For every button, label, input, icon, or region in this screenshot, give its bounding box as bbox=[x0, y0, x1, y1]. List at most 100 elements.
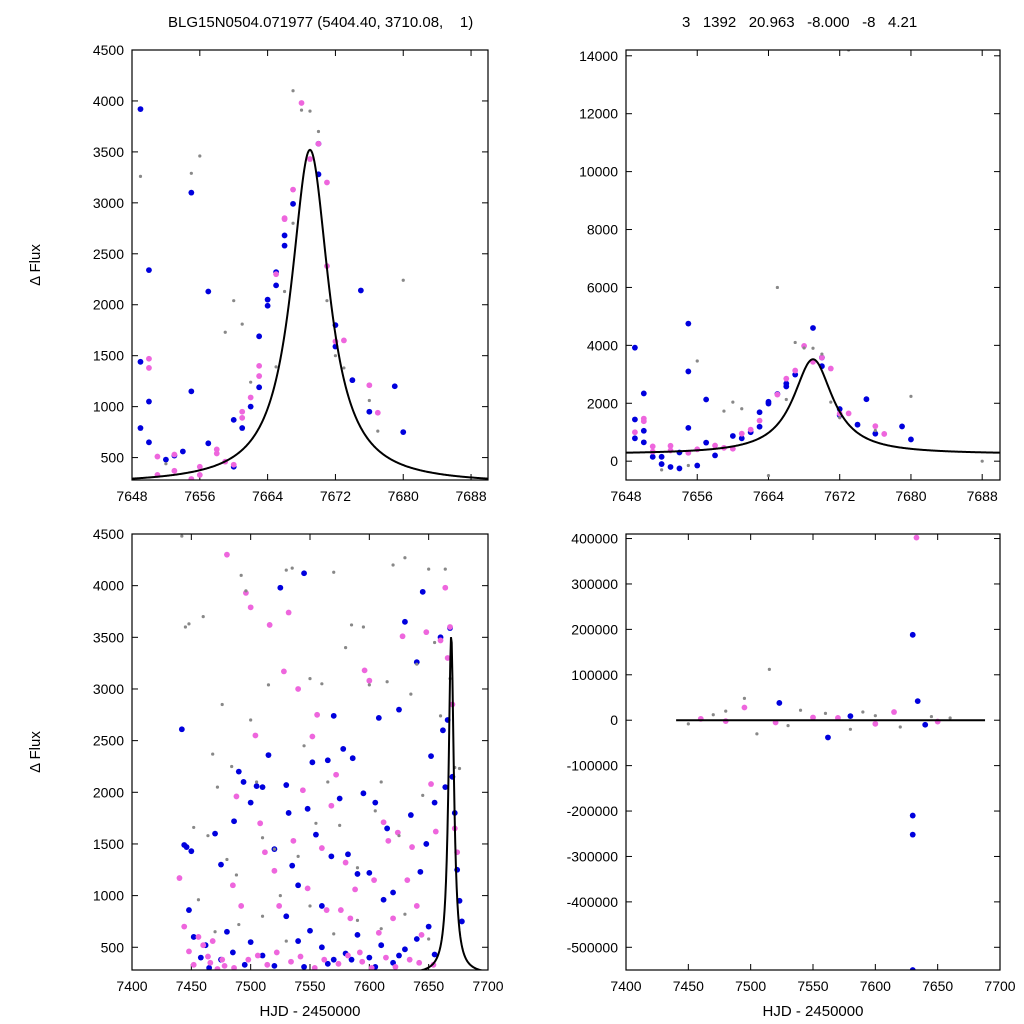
data-point bbox=[283, 782, 290, 788]
data-point bbox=[276, 903, 283, 909]
data-point bbox=[686, 722, 690, 726]
data-point bbox=[361, 667, 368, 674]
x-tick-label: 7700 bbox=[472, 978, 503, 994]
data-point bbox=[284, 568, 288, 572]
data-point bbox=[356, 949, 363, 956]
data-point bbox=[854, 421, 861, 428]
data-point bbox=[213, 930, 217, 934]
data-point bbox=[685, 424, 692, 431]
data-point bbox=[171, 451, 178, 458]
data-point bbox=[146, 439, 152, 446]
data-point bbox=[379, 927, 383, 931]
data-point bbox=[347, 915, 354, 922]
plot-frame bbox=[131, 533, 489, 971]
data-point bbox=[272, 847, 276, 851]
data-point bbox=[264, 302, 271, 309]
x-tick-label: 7400 bbox=[610, 978, 641, 994]
data-point bbox=[264, 296, 271, 303]
data-point bbox=[262, 849, 268, 856]
data-point bbox=[233, 793, 240, 800]
data-point bbox=[308, 904, 312, 908]
data-point bbox=[810, 714, 816, 721]
data-point bbox=[838, 416, 842, 420]
data-point bbox=[425, 923, 432, 930]
data-point bbox=[632, 429, 638, 436]
data-point bbox=[345, 851, 351, 858]
x-tick-label: 7672 bbox=[824, 488, 855, 504]
data-point bbox=[260, 914, 265, 918]
data-point bbox=[340, 746, 347, 752]
x-tick-label: 7680 bbox=[895, 488, 926, 504]
data-point bbox=[391, 563, 395, 567]
data-point bbox=[667, 442, 674, 449]
data-point bbox=[845, 410, 852, 417]
data-point bbox=[146, 398, 152, 405]
data-point bbox=[230, 416, 237, 423]
data-point bbox=[316, 129, 321, 134]
data-point bbox=[909, 631, 916, 638]
data-point bbox=[247, 403, 254, 410]
data-point bbox=[183, 844, 190, 850]
data-point bbox=[640, 418, 647, 425]
data-point bbox=[872, 720, 879, 727]
y-tick-label: 2000 bbox=[587, 395, 618, 411]
x-tick-label: 7650 bbox=[922, 978, 953, 994]
data-point bbox=[212, 830, 218, 837]
data-point bbox=[137, 358, 144, 365]
data-point bbox=[909, 831, 916, 838]
x-tick-label: 7550 bbox=[797, 978, 828, 994]
data-point bbox=[215, 785, 220, 789]
data-point bbox=[371, 877, 377, 884]
data-point bbox=[298, 100, 305, 106]
x-tick-label: 7664 bbox=[753, 488, 784, 504]
data-point bbox=[676, 465, 683, 472]
data-point bbox=[337, 907, 344, 913]
x-tick-label: 7648 bbox=[610, 488, 641, 504]
data-point bbox=[289, 862, 296, 869]
data-point bbox=[409, 844, 415, 850]
data-point bbox=[333, 354, 338, 358]
data-point bbox=[442, 784, 449, 791]
data-point bbox=[171, 467, 178, 474]
data-point bbox=[290, 186, 296, 193]
x-tick-label: 7688 bbox=[455, 488, 486, 504]
data-point bbox=[255, 780, 259, 784]
data-point bbox=[729, 433, 736, 439]
data-point bbox=[447, 624, 453, 630]
data-point bbox=[658, 453, 665, 460]
y-tick-label: 100000 bbox=[571, 667, 618, 683]
plot-frame bbox=[625, 49, 1001, 481]
data-point bbox=[427, 937, 431, 941]
data-point bbox=[774, 391, 781, 398]
data-point bbox=[335, 960, 342, 967]
data-point bbox=[195, 934, 202, 940]
data-point bbox=[686, 463, 690, 468]
data-point bbox=[632, 435, 638, 442]
data-point bbox=[211, 752, 215, 756]
data-point bbox=[367, 398, 371, 403]
data-point bbox=[285, 810, 292, 816]
y-tick-label: 1000 bbox=[93, 888, 124, 904]
y-tick-label: 3000 bbox=[93, 195, 124, 211]
data-point bbox=[205, 288, 212, 295]
data-point bbox=[823, 711, 828, 715]
data-point bbox=[766, 474, 771, 478]
y-tick-label: 0 bbox=[610, 453, 618, 469]
data-point bbox=[373, 809, 377, 813]
data-point bbox=[229, 949, 236, 956]
data-point bbox=[249, 718, 253, 722]
data-point bbox=[360, 790, 367, 797]
data-point bbox=[712, 452, 718, 459]
data-point bbox=[342, 366, 346, 370]
data-point bbox=[407, 812, 414, 818]
data-point bbox=[186, 907, 192, 913]
data-point bbox=[280, 668, 287, 675]
data-point bbox=[438, 714, 443, 718]
data-point bbox=[230, 461, 237, 468]
data-point bbox=[909, 394, 913, 398]
data-point bbox=[304, 805, 311, 812]
data-point bbox=[349, 377, 356, 384]
data-point bbox=[205, 440, 212, 447]
data-point bbox=[326, 780, 330, 784]
data-point bbox=[219, 956, 226, 963]
